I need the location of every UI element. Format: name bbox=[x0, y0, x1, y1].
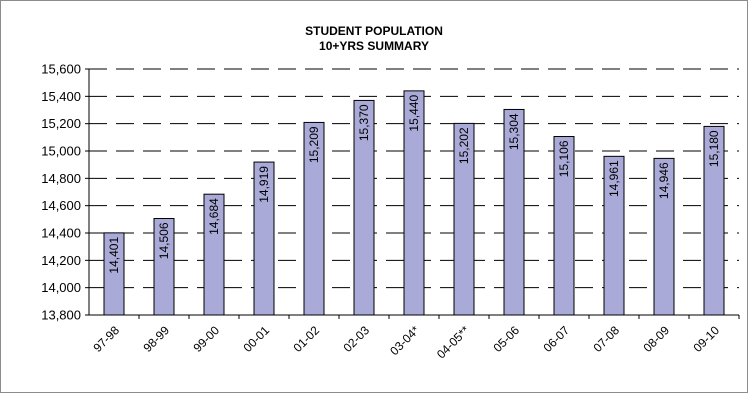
x-tick-label: 07-08 bbox=[591, 323, 623, 355]
data-labels: 14,401 14,506 14,684 14,919 15,209 15,370 15,4… bbox=[107, 95, 721, 274]
x-tick-label: 97-98 bbox=[91, 323, 123, 355]
x-tick-labels: 97-98 98-99 99-00 00-01 01-02 02-03 03-04* 04-0… bbox=[91, 323, 723, 361]
bars bbox=[103, 90, 725, 316]
x-tick-label: 98-99 bbox=[141, 323, 173, 355]
data-label: 15,440 bbox=[407, 95, 421, 132]
data-label: 15,370 bbox=[357, 104, 371, 141]
y-tick-label: 14,800 bbox=[41, 171, 81, 186]
data-label: 15,304 bbox=[507, 113, 521, 150]
y-tick-labels: 13,800 14,000 14,200 14,400 14,600 14,800 15,0… bbox=[41, 62, 81, 323]
y-tick-label: 14,600 bbox=[41, 198, 81, 213]
y-tick-label: 13,800 bbox=[41, 308, 81, 323]
data-label: 15,209 bbox=[307, 126, 321, 163]
data-label: 15,106 bbox=[557, 140, 571, 177]
chart-title: STUDENT POPULATION bbox=[305, 24, 443, 38]
x-tick-label: 99-00 bbox=[191, 323, 223, 355]
chart-subtitle: 10+YRS SUMMARY bbox=[319, 39, 429, 53]
x-tick-label: 01-02 bbox=[291, 323, 323, 355]
x-tick-label: 04-05** bbox=[434, 323, 472, 361]
data-label: 14,684 bbox=[207, 198, 221, 235]
data-label: 15,180 bbox=[707, 130, 721, 167]
data-label: 14,919 bbox=[257, 166, 271, 203]
data-label: 14,946 bbox=[657, 162, 671, 199]
y-tick-label: 15,400 bbox=[41, 89, 81, 104]
y-tick-label: 15,000 bbox=[41, 144, 81, 159]
x-tick-label: 09-10 bbox=[691, 323, 723, 355]
data-label: 14,961 bbox=[607, 160, 621, 197]
data-label: 14,401 bbox=[107, 237, 121, 274]
x-tick-label: 03-04* bbox=[387, 323, 422, 358]
y-tick-label: 14,200 bbox=[41, 253, 81, 268]
x-tick-label: 08-09 bbox=[641, 323, 673, 355]
x-tick-label: 00-01 bbox=[241, 323, 273, 355]
y-tick-label: 15,200 bbox=[41, 116, 81, 131]
y-tick-label: 14,000 bbox=[41, 280, 81, 295]
x-tick-label: 02-03 bbox=[341, 323, 373, 355]
y-tick-label: 15,600 bbox=[41, 62, 81, 77]
y-tick-label: 14,400 bbox=[41, 226, 81, 241]
data-label: 15,202 bbox=[457, 127, 471, 164]
data-label: 14,506 bbox=[157, 222, 171, 259]
x-tick-label: 05-06 bbox=[491, 323, 523, 355]
x-tick-label: 06-07 bbox=[541, 323, 573, 355]
axes bbox=[85, 68, 740, 319]
